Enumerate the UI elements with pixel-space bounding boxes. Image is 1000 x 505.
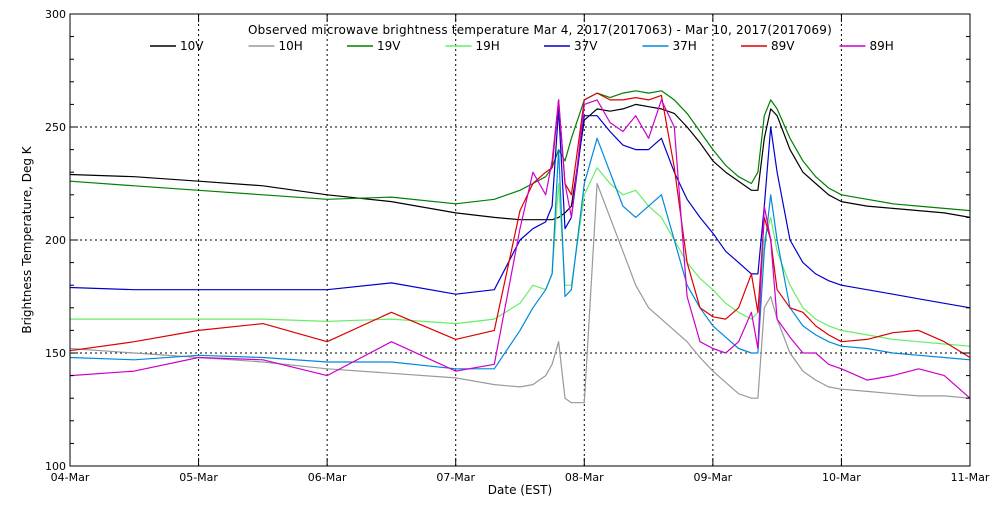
x-tick-label: 05-Mar <box>179 471 218 484</box>
x-tick-label: 04-Mar <box>51 471 90 484</box>
chart-title: Observed microwave brightness temperatur… <box>248 23 832 37</box>
x-axis-title: Date (EST) <box>488 483 552 497</box>
series-line-10v <box>69 103 971 221</box>
legend-label-37h: 37H <box>673 39 697 53</box>
series-line-37v <box>69 108 971 309</box>
legend-label-37v: 37V <box>574 39 598 53</box>
x-tick-label: 06-Mar <box>308 471 347 484</box>
legend-label-19v: 19V <box>377 39 401 53</box>
legend-label-10h: 10H <box>279 39 303 53</box>
legend: 10V 10H 19V 19H 37V 37H 89V 89H <box>150 39 894 53</box>
series-line-19h <box>70 167 971 347</box>
y-axis-title: Brightness Temperature, Deg K <box>20 145 34 333</box>
legend-label-89v: 89V <box>771 39 795 53</box>
series-line-10h <box>69 182 971 404</box>
legend-label-89h: 89H <box>870 39 894 53</box>
legend-label-10v: 10V <box>180 39 204 53</box>
x-tick-label: 11-Mar <box>951 471 990 484</box>
y-tick-label: 300 <box>45 8 66 21</box>
y-tick-label: 200 <box>45 234 66 247</box>
series-line-37h <box>69 137 971 370</box>
series-line-89h <box>69 99 971 399</box>
x-tick-label: 10-Mar <box>822 471 861 484</box>
x-tick-label: 08-Mar <box>565 471 604 484</box>
x-tick-label: 09-Mar <box>693 471 732 484</box>
grid-lines <box>70 14 970 466</box>
y-tick-label: 150 <box>45 347 66 360</box>
legend-label-19h: 19H <box>476 39 500 53</box>
series-line-19v <box>69 90 971 212</box>
y-tick-label: 100 <box>45 460 66 473</box>
series-lines <box>69 90 971 404</box>
axis-ticks: 04-Mar 05-Mar 06-Mar 07-Mar 08-Mar 09-Mar 10-M… <box>45 8 990 484</box>
x-tick-label: 07-Mar <box>436 471 475 484</box>
series-line-89v <box>69 92 971 359</box>
y-tick-label: 250 <box>45 121 66 134</box>
